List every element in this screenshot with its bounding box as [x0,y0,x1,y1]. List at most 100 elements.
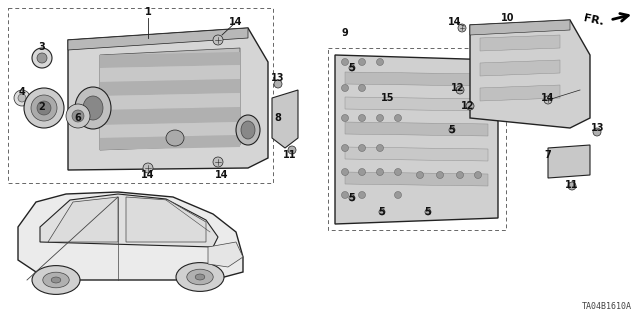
Text: 14: 14 [215,170,228,180]
Circle shape [24,88,64,128]
Text: FR.: FR. [583,13,605,27]
Circle shape [342,58,349,65]
Circle shape [342,168,349,175]
Circle shape [394,115,401,122]
Polygon shape [100,48,240,150]
Circle shape [394,191,401,198]
Ellipse shape [32,266,80,294]
Circle shape [358,145,365,152]
Text: 11: 11 [284,150,297,160]
Polygon shape [100,122,240,138]
Polygon shape [345,147,488,161]
Polygon shape [100,93,240,110]
Text: 12: 12 [451,83,465,93]
Text: 5: 5 [349,63,355,73]
Text: 3: 3 [38,42,45,52]
Circle shape [449,127,455,133]
Text: 13: 13 [591,123,605,133]
Circle shape [14,90,30,106]
Ellipse shape [236,115,260,145]
Ellipse shape [75,87,111,129]
Text: 5: 5 [379,207,385,217]
Polygon shape [345,97,488,111]
Text: TA04B1610A: TA04B1610A [582,302,632,311]
Ellipse shape [195,274,205,280]
Text: 15: 15 [381,93,395,103]
Circle shape [425,209,431,215]
Polygon shape [100,135,240,150]
Circle shape [474,172,481,179]
Circle shape [349,65,355,71]
Polygon shape [68,28,268,170]
Polygon shape [100,107,240,125]
Circle shape [32,48,52,68]
Text: 6: 6 [75,113,81,123]
Ellipse shape [83,96,103,120]
Circle shape [72,110,84,122]
Circle shape [358,58,365,65]
Text: 9: 9 [342,28,348,38]
Circle shape [213,35,223,45]
Circle shape [342,191,349,198]
Circle shape [288,146,296,154]
Text: 2: 2 [38,102,45,112]
Circle shape [568,182,576,190]
Circle shape [466,102,474,110]
Polygon shape [480,60,560,76]
Circle shape [342,115,349,122]
Circle shape [417,172,424,179]
Polygon shape [48,197,118,242]
Text: 14: 14 [541,93,555,103]
Polygon shape [100,65,240,82]
Circle shape [37,53,47,63]
Text: 4: 4 [19,87,26,97]
Circle shape [342,85,349,92]
Polygon shape [18,192,243,280]
Polygon shape [208,242,243,267]
Ellipse shape [166,130,184,146]
Polygon shape [126,197,206,242]
Polygon shape [470,20,590,128]
Circle shape [31,95,57,121]
Text: 14: 14 [448,17,461,27]
Text: 7: 7 [545,150,552,160]
Ellipse shape [176,263,224,291]
Polygon shape [40,194,218,247]
Ellipse shape [51,277,61,283]
Circle shape [358,168,365,175]
Circle shape [66,104,90,128]
Circle shape [544,96,552,104]
Polygon shape [68,28,248,50]
Polygon shape [272,90,298,148]
Circle shape [379,209,385,215]
Circle shape [458,24,466,32]
Circle shape [436,172,444,179]
Polygon shape [470,20,570,35]
Ellipse shape [43,272,69,288]
Circle shape [376,168,383,175]
Text: 10: 10 [501,13,515,23]
Circle shape [593,128,601,136]
Polygon shape [345,72,488,86]
Polygon shape [345,172,488,186]
Ellipse shape [187,269,213,285]
Text: 5: 5 [424,207,431,217]
Circle shape [213,157,223,167]
Circle shape [358,191,365,198]
Circle shape [342,145,349,152]
Text: 12: 12 [461,101,475,111]
Circle shape [376,58,383,65]
Polygon shape [335,55,498,224]
Circle shape [456,86,464,94]
Text: 5: 5 [449,125,456,135]
Text: 13: 13 [271,73,285,83]
Polygon shape [100,79,240,96]
Circle shape [394,168,401,175]
Text: 5: 5 [349,193,355,203]
Text: 1: 1 [145,7,152,17]
Polygon shape [480,85,560,101]
Polygon shape [345,122,488,136]
Text: 11: 11 [565,180,579,190]
Text: 14: 14 [141,170,155,180]
Polygon shape [480,35,560,51]
